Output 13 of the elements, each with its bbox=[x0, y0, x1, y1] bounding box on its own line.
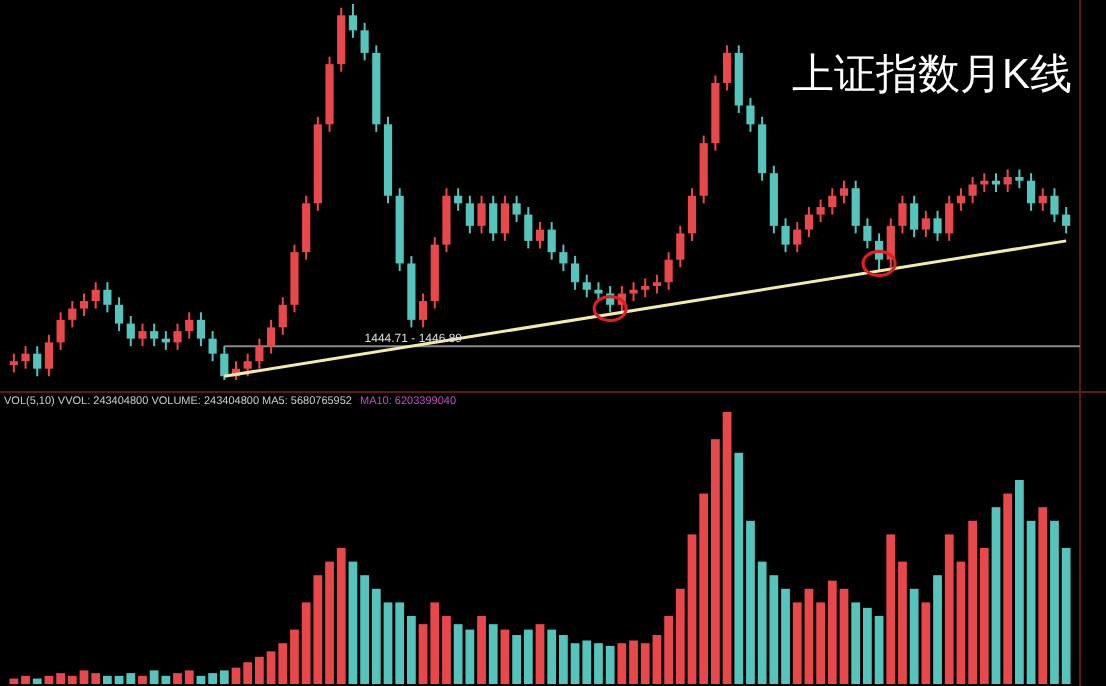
bar bbox=[921, 602, 931, 684]
bar bbox=[500, 629, 510, 684]
bar bbox=[138, 675, 147, 684]
bar bbox=[933, 575, 942, 684]
bar bbox=[991, 507, 1001, 684]
bar bbox=[32, 678, 42, 684]
bar bbox=[909, 588, 919, 684]
text: 上证指数月K线 bbox=[792, 52, 1073, 98]
bar bbox=[488, 624, 498, 684]
bar bbox=[1003, 493, 1013, 684]
bar bbox=[477, 616, 486, 684]
bar bbox=[535, 624, 545, 684]
bar bbox=[1038, 507, 1048, 684]
